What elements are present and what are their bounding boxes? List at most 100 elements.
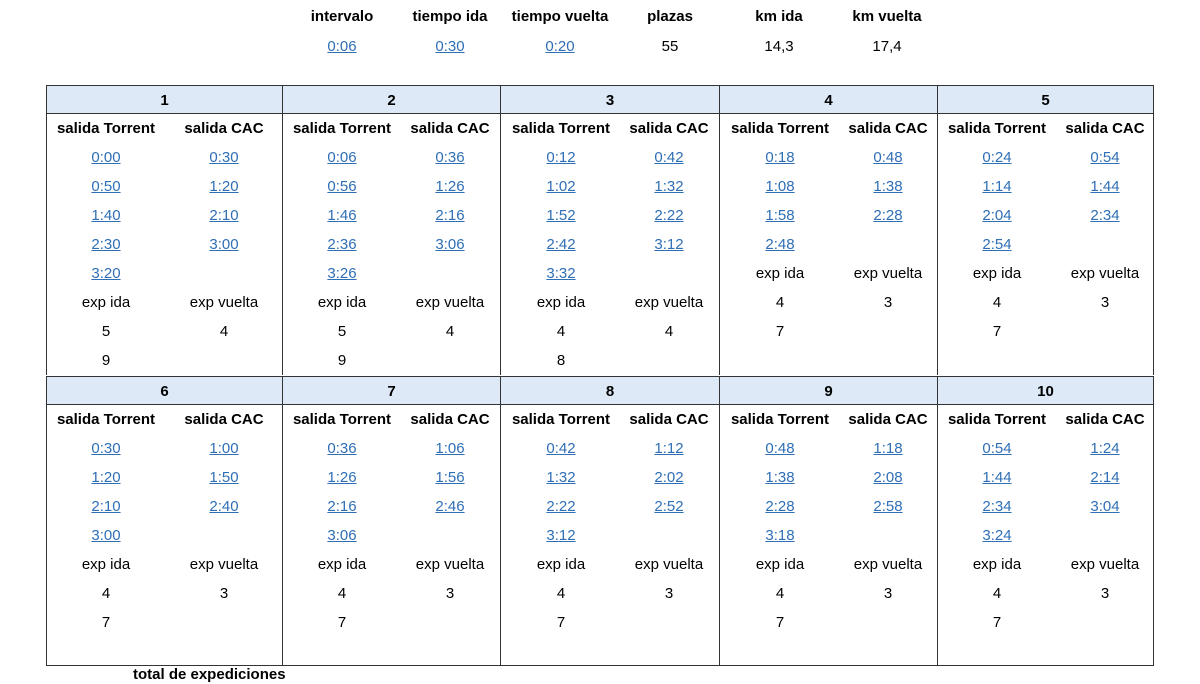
departure-cac-time-link[interactable]: 3:04 [1090,498,1120,515]
departure-torrent-time-link[interactable]: 0:12 [546,149,576,166]
departure-torrent-time-link[interactable]: 2:28 [765,498,795,515]
exp-ida-label: exp ida [317,294,367,311]
departure-cac-time-link[interactable]: 2:52 [654,498,684,515]
departure-torrent-time-link[interactable]: 3:20 [91,265,121,282]
departure-torrent-time: 3:26 [297,259,387,288]
departure-torrent-time-link[interactable]: 1:32 [546,469,576,486]
departure-cac-time-link[interactable]: 1:06 [435,440,465,457]
departure-cac-time-link[interactable]: 2:14 [1090,469,1120,486]
column-header-salida-torrent: salida Torrent [511,120,611,137]
departure-cac-time-link[interactable]: 0:30 [209,149,239,166]
exp-ida-label: exp ida [536,556,586,573]
block-number-header: 3 [501,85,719,114]
departure-torrent-time-link[interactable]: 1:08 [765,178,795,195]
summary-value-link[interactable]: 0:30 [435,38,465,55]
departure-cac-time-link[interactable]: 2:16 [435,207,465,224]
departure-torrent-time-link[interactable]: 2:22 [546,498,576,515]
departure-torrent-time: 0:30 [61,434,151,463]
departure-torrent-time-link[interactable]: 0:30 [91,440,121,457]
departure-torrent-time-link[interactable]: 1:40 [91,207,121,224]
departure-cac-time-link[interactable]: 2:34 [1090,207,1120,224]
departure-cac-time-link[interactable]: 1:38 [873,178,903,195]
footer-total-label: total de expediciones [133,666,286,683]
departure-torrent-time-link[interactable]: 1:38 [765,469,795,486]
departure-torrent-time-link[interactable]: 1:02 [546,178,576,195]
departure-cac-time-link[interactable]: 1:44 [1090,178,1120,195]
departure-torrent-time-link[interactable]: 3:06 [327,527,357,544]
departure-torrent-time-link[interactable]: 0:50 [91,178,121,195]
departure-cac-time-link[interactable]: 0:42 [654,149,684,166]
departure-torrent-time-link[interactable]: 3:32 [546,265,576,282]
departure-torrent-time-link[interactable]: 0:24 [982,149,1012,166]
departure-torrent-time-link[interactable]: 1:52 [546,207,576,224]
departure-torrent-time-link[interactable]: 0:18 [765,149,795,166]
departure-torrent-time-link[interactable]: 0:06 [327,149,357,166]
departure-torrent-time-link[interactable]: 0:42 [546,440,576,457]
departure-torrent-time-link[interactable]: 0:36 [327,440,357,457]
departure-torrent-time-link[interactable]: 0:00 [91,149,121,166]
departure-torrent-time-link[interactable]: 3:24 [982,527,1012,544]
departure-cac-time-link[interactable]: 2:08 [873,469,903,486]
departure-torrent-time-link[interactable]: 1:44 [982,469,1012,486]
departure-torrent-time-link[interactable]: 1:20 [91,469,121,486]
departure-cac-time-link[interactable]: 0:54 [1090,149,1120,166]
departure-torrent-time-link[interactable]: 2:54 [982,236,1012,253]
departure-cac-time-link[interactable]: 0:36 [435,149,465,166]
departure-torrent-time-link[interactable]: 1:26 [327,469,357,486]
departure-cac-time-link[interactable]: 2:46 [435,498,465,515]
departure-cac-time-link[interactable]: 2:40 [209,498,239,515]
departure-torrent-time-link[interactable]: 3:00 [91,527,121,544]
column-header-salida-torrent: salida Torrent [947,120,1047,137]
departure-cac-time-link[interactable]: 1:50 [209,469,239,486]
departure-torrent-time-link[interactable]: 2:42 [546,236,576,253]
departure-cac-time: 1:20 [179,172,269,201]
departure-torrent-time: 3:00 [61,521,151,550]
schedule-grid: 1 salida Torrent salida CAC 0:00 0:50 1:40 2:3… [46,85,1154,667]
departure-cac-time-link[interactable]: 3:00 [209,236,239,253]
column-headers: salida Torrent salida CAC [720,114,937,143]
departure-torrent-time-link[interactable]: 2:48 [765,236,795,253]
departure-cac-time-link[interactable]: 2:28 [873,207,903,224]
departure-torrent-time: 0:48 [735,434,825,463]
departure-cac-time-link[interactable]: 1:32 [654,178,684,195]
departure-torrent-time: 1:44 [952,463,1042,492]
exp-vuelta-count: 3 [883,585,893,602]
column-header-salida-cac: salida CAC [1065,411,1145,428]
departure-torrent-time-link[interactable]: 2:04 [982,207,1012,224]
column-header-salida-torrent: salida Torrent [730,120,830,137]
departure-torrent-time-link[interactable]: 2:34 [982,498,1012,515]
summary-value-link[interactable]: 0:06 [327,38,357,55]
departure-cac-time-link[interactable]: 2:10 [209,207,239,224]
departure-cac-time-link[interactable]: 1:12 [654,440,684,457]
departure-torrent-time-link[interactable]: 2:30 [91,236,121,253]
departure-torrent-time-link[interactable]: 1:14 [982,178,1012,195]
departure-cac-time-link[interactable]: 2:58 [873,498,903,515]
departure-torrent-time-link[interactable]: 1:46 [327,207,357,224]
departure-cac-time-link[interactable]: 3:06 [435,236,465,253]
summary-label: intervalo [310,8,374,25]
departure-cac-time-link[interactable]: 2:22 [654,207,684,224]
departure-cac-time-link[interactable]: 1:18 [873,440,903,457]
departure-torrent-time-link[interactable]: 0:48 [765,440,795,457]
departure-torrent-time-link[interactable]: 2:10 [91,498,121,515]
exp-ida-label: exp ida [81,294,131,311]
departure-cac-time-link[interactable]: 1:56 [435,469,465,486]
departure-cac-time-link[interactable]: 1:00 [209,440,239,457]
departure-torrent-time-link[interactable]: 1:58 [765,207,795,224]
departure-torrent-time-link[interactable]: 0:56 [327,178,357,195]
departure-cac-time-link[interactable]: 3:12 [654,236,684,253]
departure-torrent-time-link[interactable]: 3:12 [546,527,576,544]
departure-cac-time-link[interactable]: 1:24 [1090,440,1120,457]
exp-ida-count: 4 [992,294,1002,311]
departure-cac-time-link[interactable]: 1:26 [435,178,465,195]
block-number-header: 6 [47,376,282,405]
departure-torrent-time-link[interactable]: 0:54 [982,440,1012,457]
departure-cac-time-link[interactable]: 2:02 [654,469,684,486]
departure-torrent-time-link[interactable]: 2:36 [327,236,357,253]
departure-torrent-time-link[interactable]: 3:26 [327,265,357,282]
departure-torrent-time-link[interactable]: 2:16 [327,498,357,515]
departure-torrent-time-link[interactable]: 3:18 [765,527,795,544]
summary-value-link[interactable]: 0:20 [545,38,575,55]
departure-cac-time-link[interactable]: 1:20 [209,178,239,195]
departure-cac-time-link[interactable]: 0:48 [873,149,903,166]
